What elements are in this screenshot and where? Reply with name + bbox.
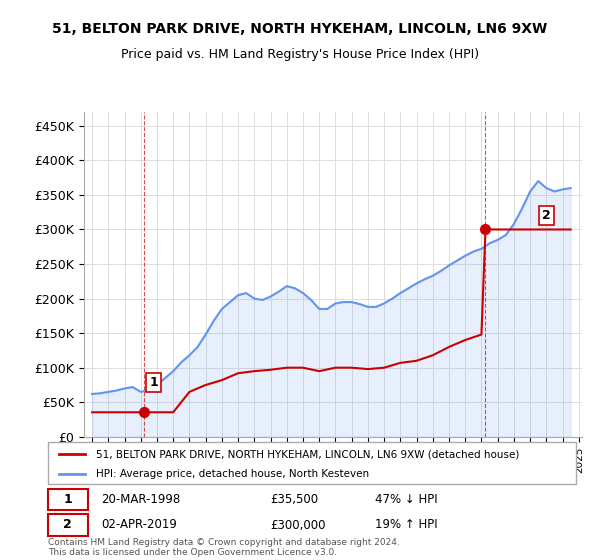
Text: 1: 1 — [149, 376, 158, 389]
Text: 1: 1 — [63, 493, 72, 506]
Text: 2: 2 — [542, 209, 551, 222]
FancyBboxPatch shape — [48, 442, 576, 484]
Text: 20-MAR-1998: 20-MAR-1998 — [101, 493, 180, 506]
Text: HPI: Average price, detached house, North Kesteven: HPI: Average price, detached house, Nort… — [95, 469, 368, 479]
Text: 2: 2 — [63, 519, 72, 531]
Text: 51, BELTON PARK DRIVE, NORTH HYKEHAM, LINCOLN, LN6 9XW: 51, BELTON PARK DRIVE, NORTH HYKEHAM, LI… — [52, 22, 548, 36]
FancyBboxPatch shape — [48, 515, 88, 535]
Text: 51, BELTON PARK DRIVE, NORTH HYKEHAM, LINCOLN, LN6 9XW (detached house): 51, BELTON PARK DRIVE, NORTH HYKEHAM, LI… — [95, 449, 519, 459]
Text: 02-APR-2019: 02-APR-2019 — [101, 519, 176, 531]
Text: 47% ↓ HPI: 47% ↓ HPI — [376, 493, 438, 506]
FancyBboxPatch shape — [48, 489, 88, 510]
Text: Contains HM Land Registry data © Crown copyright and database right 2024.
This d: Contains HM Land Registry data © Crown c… — [48, 538, 400, 557]
Text: £300,000: £300,000 — [270, 519, 325, 531]
Text: £35,500: £35,500 — [270, 493, 318, 506]
Text: 19% ↑ HPI: 19% ↑ HPI — [376, 519, 438, 531]
Text: Price paid vs. HM Land Registry's House Price Index (HPI): Price paid vs. HM Land Registry's House … — [121, 48, 479, 60]
